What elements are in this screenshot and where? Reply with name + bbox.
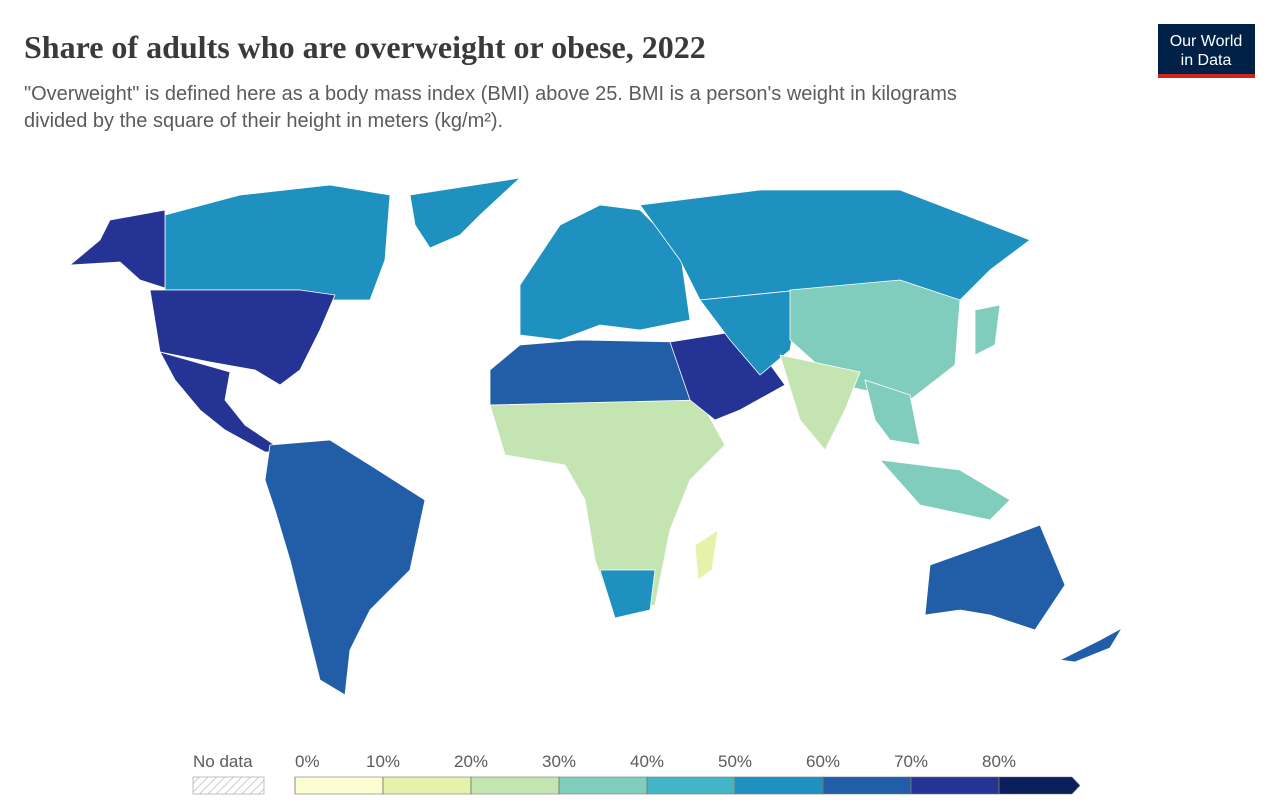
russia[interactable] — [639, 189, 1031, 301]
alaska[interactable] — [69, 209, 166, 289]
legend-tick-label: 20% — [454, 752, 488, 771]
logo-box — [1158, 24, 1255, 74]
map — [69, 177, 1123, 696]
legend-tick-label: 40% — [630, 752, 664, 771]
logo[interactable]: Our World in Data — [1158, 24, 1255, 78]
madagascar[interactable] — [694, 529, 719, 581]
subtitle: "Overweight" is defined here as a body m… — [24, 83, 957, 105]
south-america[interactable] — [264, 439, 426, 696]
logo-bar — [1158, 74, 1255, 78]
central-asia[interactable] — [699, 289, 801, 376]
logo-text: in Data — [1181, 52, 1232, 69]
southeast-asia[interactable] — [864, 379, 921, 446]
legend-tick-label: 0% — [295, 752, 320, 771]
legend-swatch — [294, 776, 384, 795]
greenland[interactable] — [409, 177, 521, 249]
legend-label: No data — [193, 752, 253, 771]
europe[interactable] — [519, 204, 691, 341]
subtitle: divided by the square of their height in… — [24, 110, 503, 132]
legend-swatch — [646, 776, 736, 795]
logo-text: Our World — [1170, 33, 1243, 50]
legend-tick-label: 60% — [806, 752, 840, 771]
legend-tick-label: 30% — [542, 752, 576, 771]
usa[interactable] — [149, 289, 336, 386]
title: Share of adults who are overweight or ob… — [24, 29, 706, 65]
new-zealand[interactable] — [1059, 627, 1123, 663]
legend-swatch — [470, 776, 560, 795]
legend-swatch — [822, 776, 912, 795]
legend-tick-label: 10% — [366, 752, 400, 771]
legend-swatch — [382, 776, 472, 795]
north-africa[interactable] — [489, 339, 701, 406]
south-africa[interactable] — [599, 569, 656, 619]
no-data-swatch — [192, 776, 265, 795]
legend: No data 0% 10% 20% 30% 40% 50% 60% 70% 80% — [192, 752, 1081, 795]
legend-swatch — [558, 776, 648, 795]
legend-swatch — [998, 776, 1081, 795]
legend-swatch — [910, 776, 1000, 795]
canada[interactable] — [164, 184, 391, 301]
india[interactable] — [779, 354, 861, 451]
legend-tick-label: 70% — [894, 752, 928, 771]
legend-tick-label: 50% — [718, 752, 752, 771]
australia[interactable] — [924, 524, 1066, 631]
legend-tick-label: 80% — [982, 752, 1016, 771]
legend-swatch — [734, 776, 824, 795]
japan[interactable] — [974, 304, 1001, 356]
indonesia[interactable] — [879, 459, 1011, 521]
